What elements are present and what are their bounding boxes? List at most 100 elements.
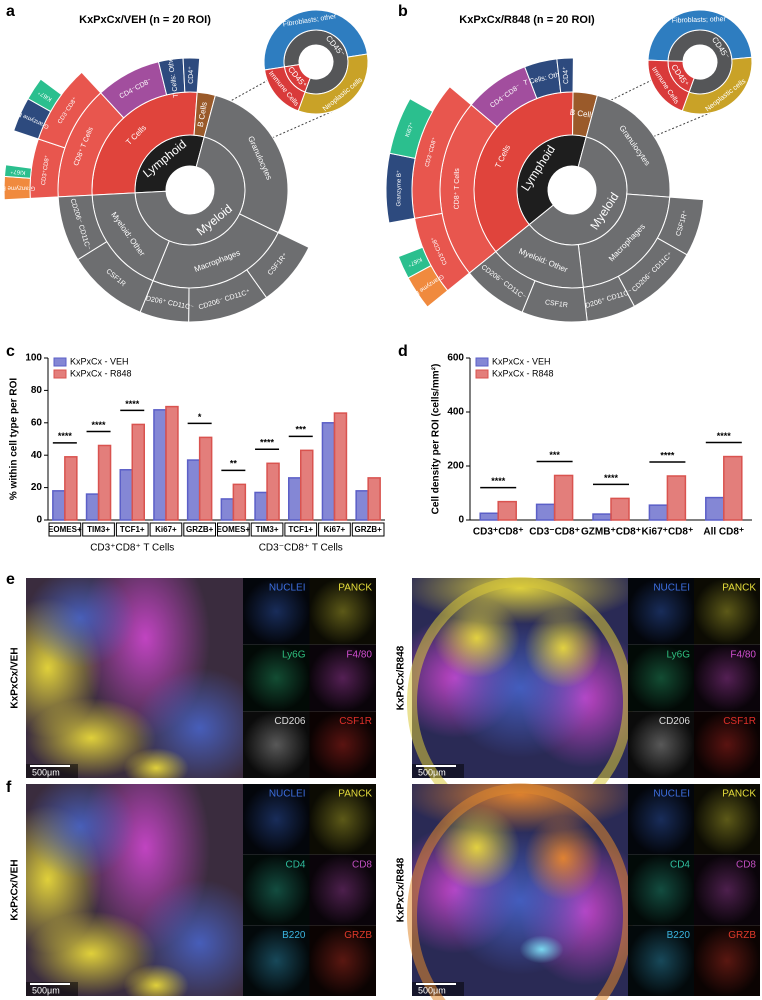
channel-signal <box>243 784 310 855</box>
channel-label: B220 <box>282 930 306 941</box>
significance-label: ** <box>230 459 238 469</box>
stain <box>26 698 157 778</box>
bar <box>610 497 630 521</box>
bar <box>321 422 336 521</box>
stain <box>524 608 603 688</box>
channel-signal <box>694 854 760 926</box>
x-tick-label: GZMB⁺CD8⁺ <box>581 527 641 538</box>
channel-signal <box>309 925 376 996</box>
panel-label: a <box>6 3 15 20</box>
channel-label: F4/80 <box>346 649 372 660</box>
bar <box>165 405 179 521</box>
sunburst-segment <box>203 94 289 234</box>
stain <box>26 911 157 996</box>
stain <box>412 578 628 624</box>
channel-signal <box>694 578 760 645</box>
y-tick-label: 0 <box>458 515 464 526</box>
condition-label: KxPxCx/R848 <box>396 645 407 710</box>
connector <box>221 107 341 161</box>
y-tick-label: 600 <box>447 353 464 364</box>
channel-signal <box>694 644 760 712</box>
significance-label: *** <box>549 450 560 460</box>
x-tick-label: TIM3+ <box>87 525 110 534</box>
y-tick-label: 0 <box>36 515 42 526</box>
sunburst-segment <box>264 66 306 112</box>
x-tick-label: EOMES+ <box>48 525 82 534</box>
group-label: CD3⁺CD8⁺ T Cells <box>90 543 174 554</box>
channel-signal <box>628 784 694 855</box>
bar <box>288 477 302 521</box>
category-box <box>284 522 318 537</box>
bar <box>220 498 235 521</box>
x-tick-label: EOMES+ <box>217 525 251 534</box>
segment-label: Granzyme B⁺ <box>0 184 35 191</box>
x-tick-label: Ki67+ <box>324 525 346 534</box>
panel-label: d <box>398 343 408 360</box>
x-tick-label: TIM3+ <box>256 525 279 534</box>
scale-bar-label: 500μm <box>418 767 446 777</box>
segment-label: CD8⁺ T Cells <box>454 168 461 210</box>
sunburst-segment <box>397 246 432 279</box>
channel-signal <box>309 854 376 926</box>
panel-label: f <box>6 779 12 796</box>
channel-label: GRZB <box>728 930 756 941</box>
channel-label: B220 <box>667 930 691 941</box>
y-tick-label: 40 <box>31 450 43 461</box>
bar <box>119 469 133 521</box>
scale-bar-label: 500μm <box>32 767 60 777</box>
condition-label: KxPxCx/R848 <box>396 857 407 922</box>
bar <box>723 455 743 521</box>
y-axis-label: % within cell type per ROI <box>9 378 20 500</box>
bar <box>553 474 574 521</box>
channel-label: Ly6G <box>666 649 690 660</box>
x-tick-label: Ki67⁺CD8⁺ <box>642 527 694 538</box>
legend-swatch <box>53 369 67 379</box>
condition-label: KxPxCx/VEH <box>10 859 21 920</box>
segment-label: Granzyme B⁺ <box>395 170 402 207</box>
channel-signal <box>309 578 376 645</box>
bar <box>85 493 100 521</box>
channel-signal <box>243 578 310 645</box>
legend-swatch <box>53 357 67 367</box>
segment-label: CD4⁺ <box>188 66 195 84</box>
bar <box>333 412 348 521</box>
category-box <box>217 522 250 537</box>
category-box <box>48 522 82 537</box>
bar <box>666 475 687 521</box>
significance-label: **** <box>125 399 140 409</box>
stain <box>26 784 135 880</box>
channel-signal <box>628 578 694 645</box>
bar <box>52 490 66 521</box>
category-box <box>318 522 351 537</box>
scale-bar-bg <box>26 982 78 996</box>
channel-signal <box>309 711 376 778</box>
y-tick-label: 80 <box>31 385 43 396</box>
channel-signal <box>309 644 376 712</box>
x-tick-label: TCF1+ <box>288 525 313 534</box>
channel-label: CD4 <box>670 859 690 870</box>
channel-signal <box>694 784 760 855</box>
panel-label: b <box>398 3 408 20</box>
bar <box>254 491 268 521</box>
sunburst-segment <box>389 98 434 159</box>
sunburst-segment <box>263 9 368 71</box>
bar <box>186 459 201 521</box>
bar <box>266 462 280 521</box>
x-tick-label: All CD8⁺ <box>703 527 744 538</box>
significance-label: **** <box>604 473 619 483</box>
significance-label: **** <box>260 438 275 448</box>
significance-label: **** <box>717 431 732 441</box>
chart-title: KxPxCx/R848 (n = 20 ROI) <box>459 14 595 26</box>
segment-label: CD4⁺ <box>562 66 570 84</box>
channel-label: CD4 <box>285 859 305 870</box>
channel-label: NUCLEI <box>269 789 306 800</box>
bar <box>479 512 499 521</box>
channel-label: NUCLEI <box>653 583 690 594</box>
bar <box>355 490 369 521</box>
segment-label: CD3⁺CD8⁺ <box>40 155 51 186</box>
stain <box>123 964 189 996</box>
sunburst-segment <box>468 250 536 313</box>
channel-signal <box>628 854 694 926</box>
y-tick-label: 200 <box>447 461 464 472</box>
